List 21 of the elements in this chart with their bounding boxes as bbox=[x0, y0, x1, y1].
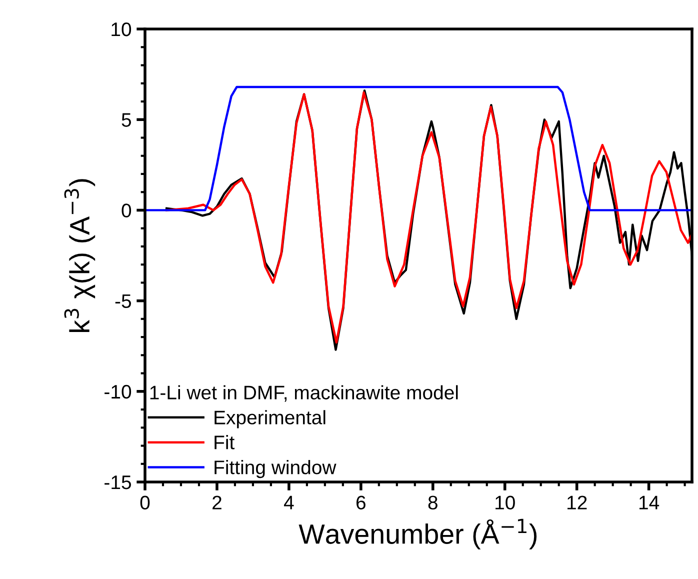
y-tick-label: 0 bbox=[122, 204, 132, 218]
line-series bbox=[145, 86, 692, 212]
y-axis-title: k$^{3}$ χ(k) (A$^{−3}$) bbox=[64, 179, 96, 332]
legend-label: Fitting window bbox=[214, 460, 336, 478]
legend-label: Fit bbox=[214, 435, 235, 450]
x-tick-label: 12 bbox=[568, 496, 587, 510]
x-tick-label: 8 bbox=[428, 496, 438, 510]
x-tick-label: 4 bbox=[284, 496, 294, 510]
y-tick-label: -10 bbox=[104, 384, 132, 399]
x-tick-label: 14 bbox=[639, 496, 660, 510]
y-tick-label: -15 bbox=[104, 476, 131, 490]
x-axis-title: Wavenumber (Å$^{−1}$) bbox=[298, 518, 537, 550]
legend-label: Experimental bbox=[214, 410, 326, 428]
x-tick-label: 10 bbox=[496, 496, 515, 510]
y-tick-label: 5 bbox=[122, 113, 131, 127]
x-tick-label: 2 bbox=[212, 496, 222, 510]
x-tick-label: 6 bbox=[356, 496, 366, 510]
x-tick-label: 0 bbox=[140, 496, 150, 510]
y-tick-label: -5 bbox=[115, 294, 131, 308]
y-tick-label: 10 bbox=[112, 22, 132, 36]
legend-title: 1-Li wet in DMF, mackinawite model bbox=[150, 385, 458, 402]
